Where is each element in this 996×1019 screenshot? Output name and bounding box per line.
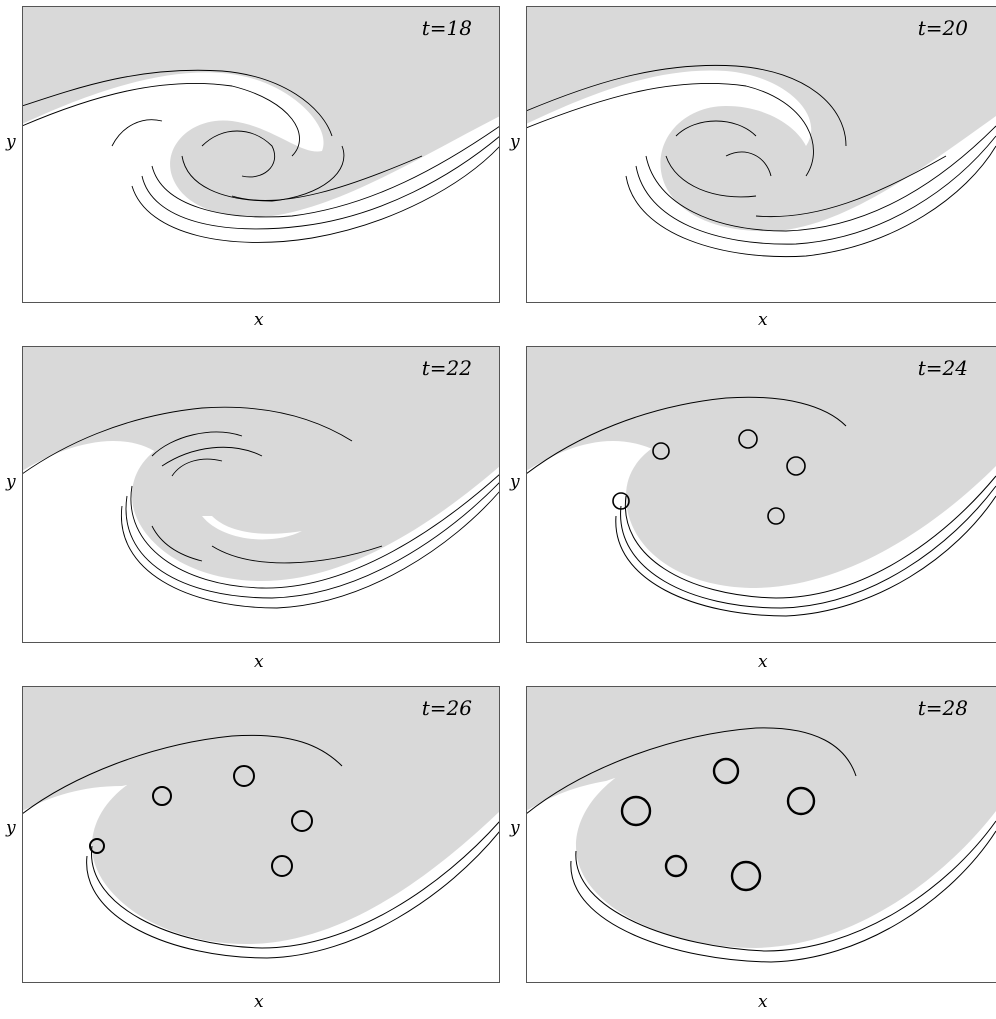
time-label: t=22 — [421, 356, 472, 380]
y-axis-label: y — [6, 132, 16, 152]
panel-t22: t=22 — [22, 346, 500, 643]
contour-plot — [526, 346, 996, 643]
y-axis-label: y — [6, 818, 16, 838]
x-axis-label: x — [758, 652, 768, 672]
x-axis-label: x — [254, 310, 264, 330]
time-label: t=18 — [421, 16, 472, 40]
x-axis-label: x — [758, 310, 768, 330]
contour-plot — [22, 346, 500, 643]
panel-t20: t=20 — [526, 6, 996, 303]
contour-plot — [526, 686, 996, 983]
x-axis-label: x — [254, 652, 264, 672]
panel-t28: t=28 — [526, 686, 996, 983]
panel-t18: t=18 — [22, 6, 500, 303]
y-axis-label: y — [510, 132, 520, 152]
y-axis-label: y — [510, 472, 520, 492]
panel-t26: t=26 — [22, 686, 500, 983]
contour-plot — [22, 686, 500, 983]
time-label: t=26 — [421, 696, 472, 720]
contour-plot — [22, 6, 500, 303]
y-axis-label: y — [510, 818, 520, 838]
x-axis-label: x — [758, 992, 768, 1012]
panel-t24: t=24 — [526, 346, 996, 643]
contour-plot — [526, 6, 996, 303]
time-label: t=24 — [917, 356, 968, 380]
time-label: t=20 — [917, 16, 968, 40]
x-axis-label: x — [254, 992, 264, 1012]
y-axis-label: y — [6, 472, 16, 492]
time-label: t=28 — [917, 696, 968, 720]
